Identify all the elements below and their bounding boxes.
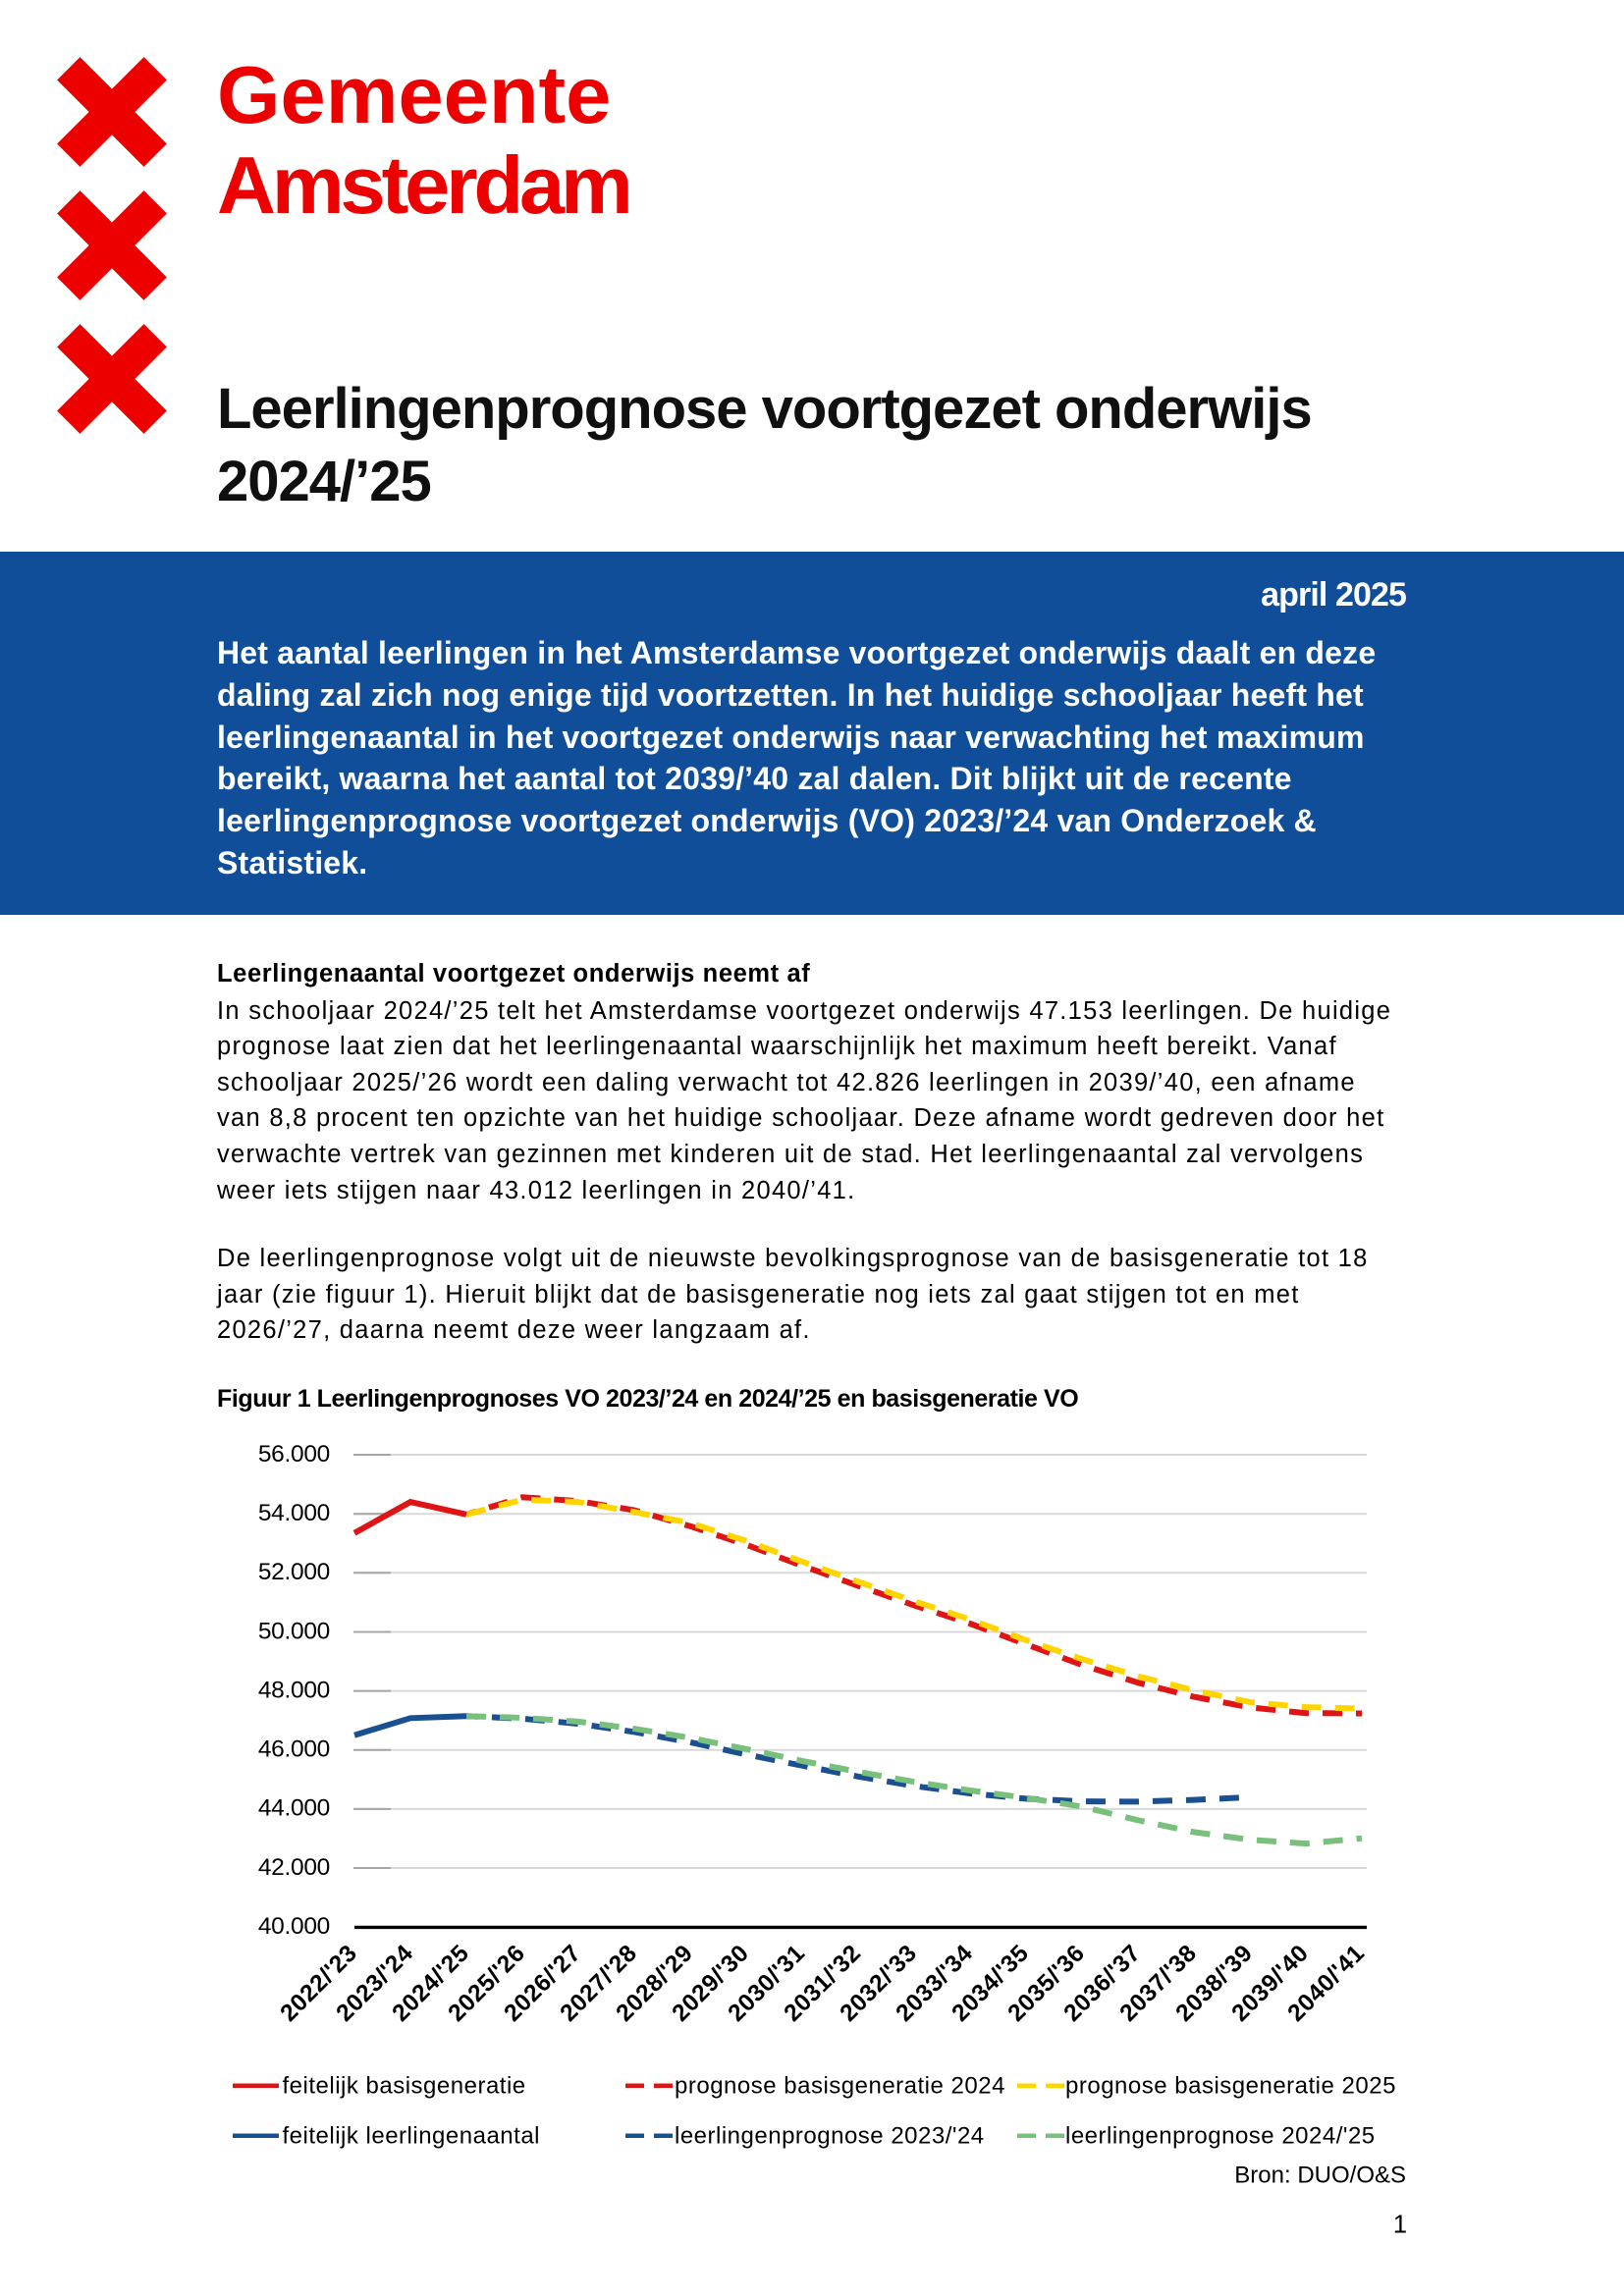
svg-text:prognose basisgeneratie 2025: prognose basisgeneratie 2025 — [1065, 2072, 1396, 2099]
svg-text:50.000: 50.000 — [258, 1618, 330, 1644]
svg-text:54.000: 54.000 — [258, 1500, 330, 1526]
svg-text:44.000: 44.000 — [258, 1795, 330, 1822]
svg-text:feitelijk leerlingenaantal: feitelijk leerlingenaantal — [283, 2122, 541, 2149]
svg-text:1: 1 — [1393, 2212, 1407, 2239]
svg-text:leerlingenprognose 2023/'24: leerlingenprognose 2023/'24 — [675, 2122, 985, 2149]
svg-text:feitelijk basisgeneratie: feitelijk basisgeneratie — [283, 2072, 526, 2099]
svg-text:46.000: 46.000 — [258, 1736, 330, 1763]
svg-text:prognose basisgeneratie 2024: prognose basisgeneratie 2024 — [675, 2072, 1005, 2099]
svg-text:40.000: 40.000 — [258, 1913, 330, 1940]
svg-text:leerlingenprognose 2024/'25: leerlingenprognose 2024/'25 — [1065, 2122, 1376, 2149]
svg-text:42.000: 42.000 — [258, 1854, 330, 1881]
svg-text:48.000: 48.000 — [258, 1677, 330, 1703]
svg-text:Bron: DUO/O&S: Bron: DUO/O&S — [1234, 2163, 1406, 2189]
svg-text:52.000: 52.000 — [258, 1559, 330, 1585]
svg-text:56.000: 56.000 — [258, 1441, 330, 1468]
